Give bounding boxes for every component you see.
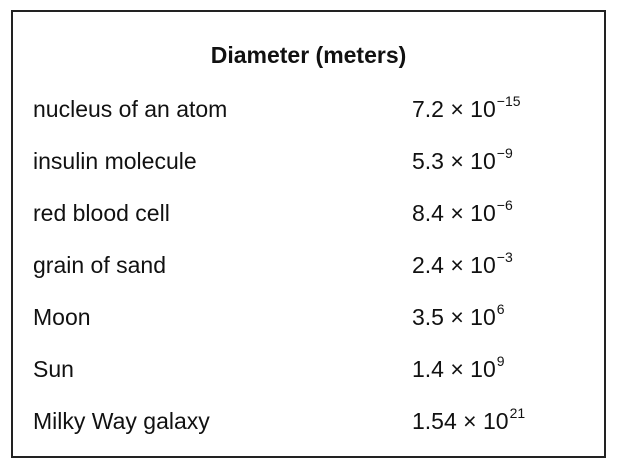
diameter-coefficient: 2.4 × 10 (412, 252, 496, 278)
table-row: nucleus of an atom 7.2 × 10−15 (13, 93, 604, 136)
diameter-coefficient: 1.4 × 10 (412, 356, 496, 382)
diameter: 1.54 × 1021 (412, 405, 526, 435)
object-name: red blood cell (33, 200, 170, 226)
table-row: red blood cell 8.4 × 10−6 (13, 197, 604, 240)
table-title: Diameter (meters) (210, 42, 407, 68)
table-frame: Diameter (meters) nucleus of an atom 7.2 … (11, 10, 606, 458)
table-row: Moon 3.5 × 106 (13, 301, 604, 344)
object-name: grain of sand (33, 252, 166, 278)
diameter: 7.2 × 10−15 (412, 93, 521, 123)
diameter-exponent: 9 (496, 353, 505, 369)
diameter-exponent: −9 (496, 145, 513, 161)
table-row: Milky Way galaxy 1.54 × 1021 (13, 405, 604, 448)
diameter: 5.3 × 10−9 (412, 145, 513, 175)
object-name: Milky Way galaxy (33, 408, 210, 434)
diameter-exponent: −6 (496, 197, 513, 213)
diameter-coefficient: 3.5 × 10 (412, 304, 496, 330)
diameter-coefficient: 7.2 × 10 (412, 96, 496, 122)
diameter-exponent: 6 (496, 301, 505, 317)
diameter-coefficient: 5.3 × 10 (412, 148, 496, 174)
table-row: Sun 1.4 × 109 (13, 353, 604, 396)
object-name: Sun (33, 356, 74, 382)
diameter-exponent: −3 (496, 249, 513, 265)
object-name: insulin molecule (33, 148, 197, 174)
diameter-coefficient: 8.4 × 10 (412, 200, 496, 226)
diameter-exponent: 21 (509, 405, 526, 421)
diameter: 1.4 × 109 (412, 353, 505, 383)
object-name: nucleus of an atom (33, 96, 228, 122)
diameter: 8.4 × 10−6 (412, 197, 513, 227)
table-row: grain of sand 2.4 × 10−3 (13, 249, 604, 292)
diameter: 3.5 × 106 (412, 301, 505, 331)
table-row: insulin molecule 5.3 × 10−9 (13, 145, 604, 188)
object-name: Moon (33, 304, 91, 330)
diameter-coefficient: 1.54 × 10 (412, 408, 509, 434)
diameter-exponent: −15 (496, 93, 521, 109)
diameter: 2.4 × 10−3 (412, 249, 513, 279)
